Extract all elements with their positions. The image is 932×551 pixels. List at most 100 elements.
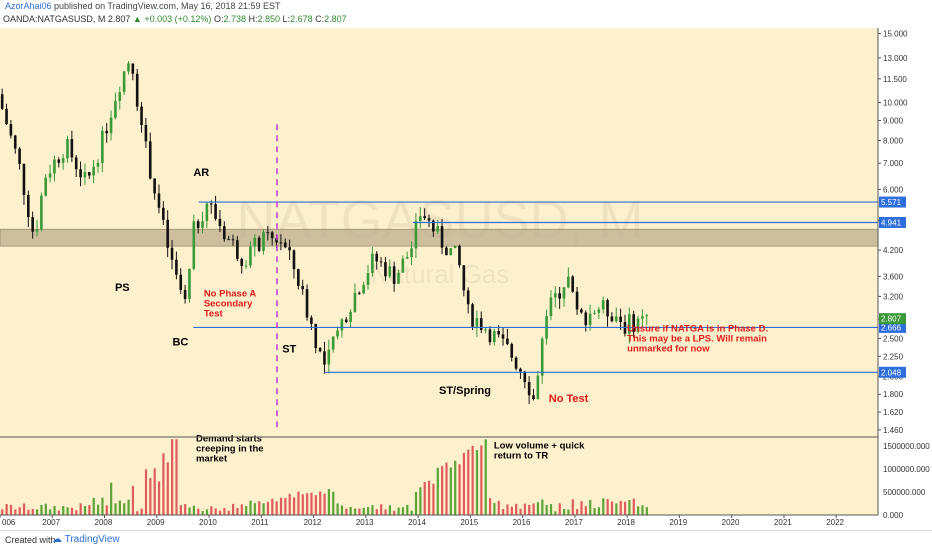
candle-body [397,272,400,284]
volume-annotation-label: return to TR [494,450,548,461]
level-price-label-bg [879,196,906,208]
x-tick-label: 2015 [460,518,478,527]
candles [0,61,649,405]
x-tick-label: 2010 [199,518,217,527]
level-price-label: 5.571 [881,198,902,207]
y-tick-label: 2.500 [883,334,904,343]
annotation-label: No Test [549,393,589,405]
volume-bar [510,506,513,515]
annotation-label: ST/Spring [439,385,491,397]
volume-bar [597,507,601,515]
time-axis[interactable]: 006 2007 2008 2009 2010 2011 2012 2013 2014 2015 2… [0,515,845,527]
volume-bar [22,503,26,515]
volume-bar [406,504,409,515]
price-axis[interactable]: 15.000 13.000 11.500 10.000 9.000 8.000 7.000 6… [878,30,908,435]
candle-body [253,237,257,247]
candle-body [506,338,509,345]
volume-bar [484,439,487,515]
volume-bar [157,481,161,515]
volume-bar [83,506,87,515]
volume-bar [271,498,274,515]
candle-body [357,292,361,294]
volume-bar [18,507,21,515]
y-tick-label: 1.800 [883,390,904,399]
candle-body [127,63,130,72]
candle-body [5,108,8,125]
candle-body [353,292,357,312]
volume-bar [445,462,448,515]
volume-bar [149,478,152,515]
chart-canvas[interactable]: NATGASUSD, M Natural Gas ARPSBCSTST/Spri… [0,0,932,530]
volume-bar [645,507,648,515]
volume-bar [53,505,56,515]
open-value: 2.738 [223,14,246,24]
candle-body [362,284,365,294]
volume-bar [9,504,13,515]
candle-body [418,216,422,222]
author-link[interactable]: AzorAhai06 [5,1,52,11]
volume-bar [27,509,30,515]
horizontal-levels[interactable] [193,201,878,373]
volume-bar [31,509,34,515]
volume-bar [340,505,344,515]
annotation-label: Secondary [204,298,253,309]
volume-bar [458,464,461,515]
candle-body [105,130,109,134]
candle-body [488,329,492,343]
volume-bar [179,505,182,515]
candle-body [571,276,575,292]
candle-body [606,300,609,317]
volume-bar [1,509,4,515]
volume-bar [393,510,396,515]
x-tick-label: 2018 [617,518,635,527]
x-tick-label: 2007 [42,518,60,527]
volume-bar [384,509,387,515]
volume-bar [532,503,535,515]
current-price-label-bg [879,313,906,325]
volume-bar [40,504,43,515]
candle-body [218,218,222,227]
low-value: 2.678 [290,14,313,24]
volume-bar [519,508,522,515]
tradingview-logo[interactable]: ☁ TradingView [52,534,120,545]
candle-body [183,289,187,299]
candle-body [305,289,309,318]
volume-bar [284,498,287,515]
candle-body [318,348,322,352]
candle-body [379,261,383,263]
candle-body [475,318,479,327]
volume-bar [197,508,200,515]
volume-bar [576,509,579,515]
symbol-label: OANDA:NATGASUSD, M [3,14,106,24]
candle-body [244,265,248,267]
y-tick-label: 1.460 [883,426,904,435]
candle-body [601,300,605,310]
volume-bar [358,508,361,515]
candle-body [453,245,457,249]
volume-bar [218,510,222,515]
candle-body [466,290,470,305]
volume-axis[interactable]: 1500000.000 1000000.000 500000.000 0.000 [883,442,930,520]
candle-body [135,73,139,107]
y-tick-label: 11.500 [883,75,907,84]
candle-body [436,226,439,232]
x-tick-label: 2013 [356,518,374,527]
candle-body [101,130,104,163]
candle-body [288,247,291,251]
volume-bar [323,493,326,515]
candle-body [175,259,178,275]
volume-bar [131,485,135,515]
volume-bar [110,482,113,515]
volume-bar [188,507,191,515]
candle-body [514,357,518,369]
volume-bar [210,506,213,515]
volume-bar [375,509,378,515]
volume-bar [236,508,239,515]
volume-bar [567,509,570,515]
x-tick-label: 2016 [513,518,531,527]
candle-body [240,258,244,267]
candle-body [188,268,191,299]
candle-body [392,266,396,284]
volume-bar [75,510,78,515]
close-label: C: [315,14,325,24]
